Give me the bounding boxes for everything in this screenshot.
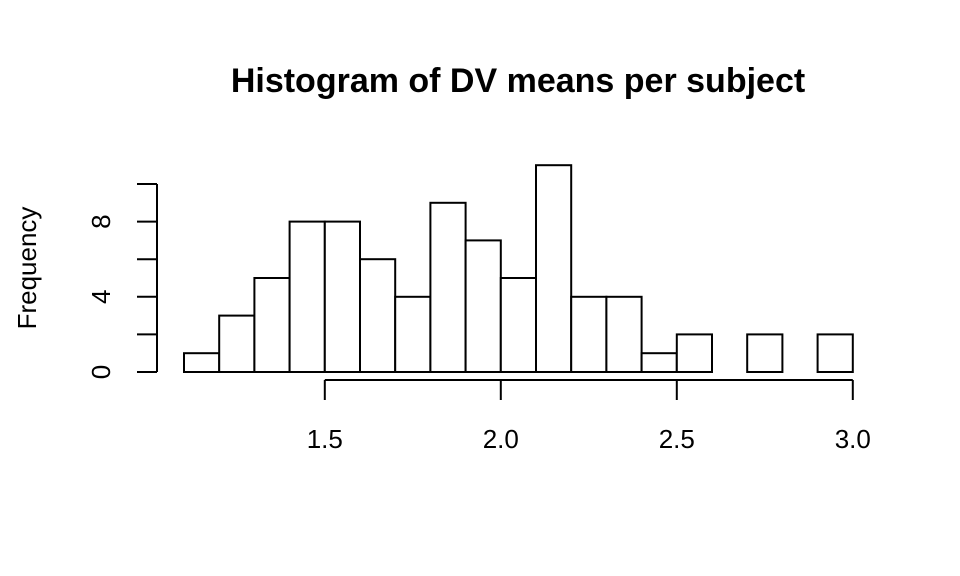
histogram-bar: [570, 295, 608, 373]
y-axis-label: Frequency: [12, 207, 42, 330]
histogram-bar: [535, 164, 573, 373]
histogram-bar: [499, 277, 537, 373]
histogram-bar: [429, 201, 467, 373]
x-tick-label: 3.0: [835, 424, 871, 454]
y-axis: 0 4 8: [86, 183, 158, 379]
histogram-bar: [218, 314, 256, 374]
histogram-bar: [288, 220, 326, 373]
histogram-bar: [253, 277, 291, 373]
y-tick-label: 8: [86, 214, 116, 228]
histogram-bar: [605, 295, 643, 373]
histogram-bar: [816, 333, 854, 373]
x-tick-label: 2.5: [659, 424, 695, 454]
chart-title: Histogram of DV means per subject: [231, 62, 805, 100]
histogram-bar: [746, 333, 784, 373]
y-tick-label: 4: [86, 290, 116, 304]
histogram-bar: [640, 352, 678, 374]
histogram-bar: [464, 239, 502, 373]
x-axis: 1.5 2.0 2.5 3.0: [307, 379, 871, 454]
histogram-bar: [359, 258, 397, 374]
histogram-bar: [675, 333, 713, 373]
x-tick-label: 2.0: [483, 424, 519, 454]
histogram-bar: [183, 352, 221, 374]
histogram-bar: [394, 295, 432, 373]
y-tick-label: 0: [86, 365, 116, 379]
histogram-bar: [323, 220, 361, 373]
x-tick-label: 1.5: [307, 424, 343, 454]
histogram-bars: [183, 164, 854, 374]
